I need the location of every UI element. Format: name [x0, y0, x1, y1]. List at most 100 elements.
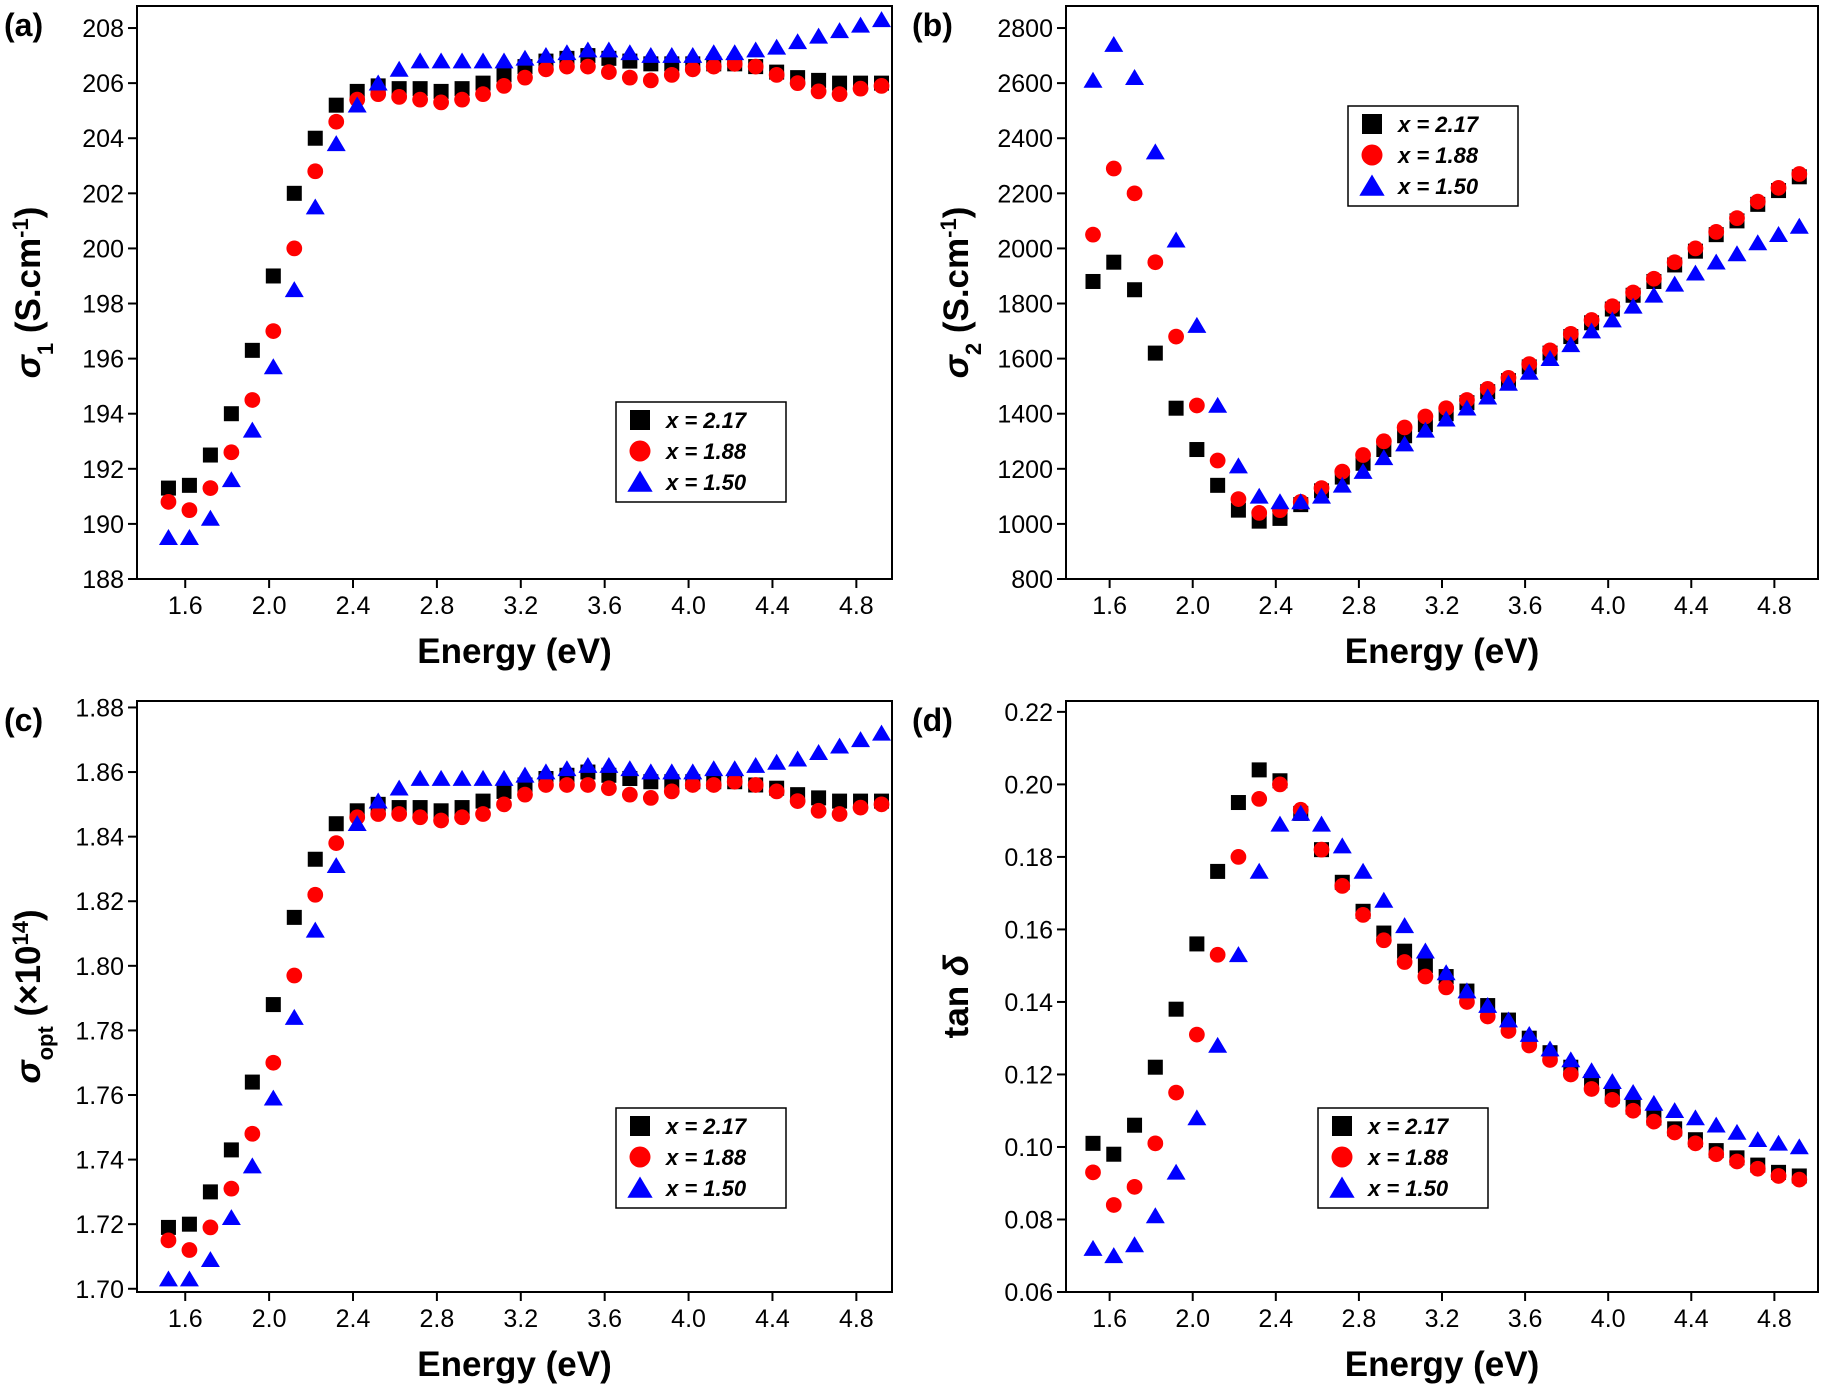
marker	[726, 773, 743, 790]
marker	[1208, 396, 1228, 413]
x-tick-label: 2.4	[1258, 1305, 1293, 1333]
legend-label: x = 1.50	[1397, 174, 1479, 199]
marker	[244, 1125, 261, 1142]
series	[158, 11, 892, 546]
marker	[1646, 1113, 1662, 1130]
marker	[1147, 345, 1163, 361]
marker	[704, 760, 724, 777]
marker	[1791, 1171, 1808, 1188]
plot-frame	[136, 5, 893, 580]
y-tick-label: 1600	[997, 346, 1053, 374]
marker	[496, 783, 512, 799]
marker	[1397, 943, 1413, 959]
marker	[1125, 69, 1145, 85]
marker	[412, 809, 428, 826]
x-tick-label: 4.0	[671, 1305, 706, 1333]
legend: x = 2.17 x = 1.88 x = 1.50	[615, 401, 787, 503]
x-tick-label: 2.8	[420, 592, 455, 620]
marker	[1251, 762, 1267, 778]
marker	[1748, 1131, 1768, 1148]
marker	[1685, 264, 1705, 281]
marker	[1727, 245, 1747, 262]
marker	[627, 470, 653, 492]
marker	[1359, 174, 1385, 196]
marker	[1105, 160, 1122, 177]
marker	[832, 75, 848, 91]
y-tick-label: 188	[82, 566, 124, 594]
x-tick-label: 2.0	[1175, 592, 1210, 620]
marker	[1623, 297, 1643, 314]
marker	[789, 793, 806, 809]
marker	[326, 135, 346, 152]
series	[1085, 160, 1808, 521]
marker	[1583, 1081, 1600, 1097]
marker	[1230, 502, 1246, 518]
plot-frame	[1065, 5, 1819, 580]
marker	[683, 46, 703, 63]
x-tick-label: 3.6	[1508, 592, 1543, 620]
marker	[307, 886, 324, 903]
marker	[872, 724, 892, 741]
y-axis-title-part: 14	[8, 920, 33, 945]
marker	[1230, 795, 1246, 811]
marker	[473, 769, 493, 786]
x-tick-label: 4.0	[671, 592, 706, 620]
marker	[412, 81, 428, 97]
marker	[1562, 1066, 1579, 1083]
marker	[202, 480, 219, 496]
marker	[620, 760, 640, 777]
marker	[202, 1219, 219, 1236]
marker	[473, 52, 493, 69]
marker	[179, 529, 199, 546]
y-tick-label: 200	[82, 235, 124, 263]
marker	[307, 851, 323, 867]
x-tick-label: 1.6	[168, 1305, 203, 1333]
marker	[641, 763, 661, 780]
marker	[1644, 286, 1664, 303]
legend-label: x = 1.88	[665, 1145, 747, 1170]
marker	[1085, 1164, 1101, 1181]
series	[1083, 35, 1809, 510]
marker	[454, 809, 470, 826]
marker	[200, 1251, 220, 1268]
marker	[725, 760, 745, 777]
marker	[831, 86, 848, 103]
marker	[1396, 954, 1413, 970]
y-axis-title-part: tan	[937, 976, 976, 1038]
marker	[662, 763, 682, 780]
marker	[326, 857, 346, 874]
plot-frame	[136, 700, 893, 1293]
marker	[494, 52, 514, 69]
legend-label: x = 1.50	[1367, 1176, 1449, 1201]
x-axis-title: Energy (eV)	[1345, 632, 1540, 671]
marker	[1168, 1084, 1184, 1101]
marker	[1126, 1178, 1143, 1195]
marker	[265, 323, 282, 339]
x-tick-label: 4.0	[1591, 1305, 1626, 1333]
marker	[1438, 400, 1455, 417]
marker	[1687, 1135, 1704, 1152]
marker	[1729, 210, 1745, 226]
marker	[496, 67, 512, 83]
marker	[1189, 936, 1205, 952]
marker	[831, 806, 848, 822]
y-axis-title-part: )	[9, 207, 48, 219]
marker	[202, 1184, 218, 1200]
marker	[1666, 1124, 1683, 1141]
y-axis-title-part: σ	[9, 1059, 48, 1084]
marker	[1395, 917, 1415, 934]
y-tick-label: 202	[82, 180, 124, 208]
marker	[1104, 1247, 1124, 1264]
marker	[1602, 311, 1622, 328]
marker	[851, 16, 871, 33]
marker	[454, 91, 470, 108]
marker	[284, 1008, 304, 1025]
x-axis-title: Energy (eV)	[1345, 1345, 1540, 1384]
marker	[630, 410, 650, 430]
marker	[496, 796, 512, 813]
x-tick-label: 1.6	[168, 592, 203, 620]
marker	[811, 72, 827, 88]
marker	[265, 997, 281, 1013]
marker	[223, 406, 239, 422]
